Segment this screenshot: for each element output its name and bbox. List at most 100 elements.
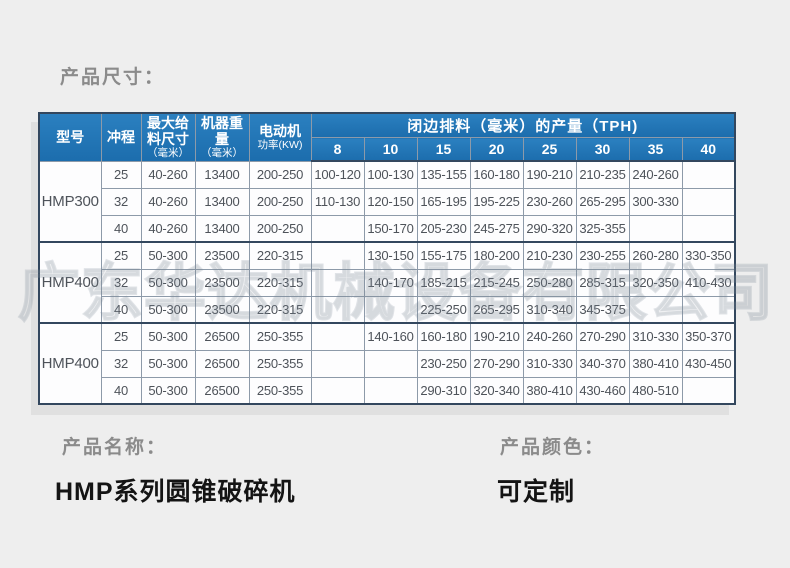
col-header-max-feed-unit: （毫米） [147,147,189,160]
tph-cell: 345-375 [575,295,630,324]
table-row: 32 50-300 23500 220-315 140-170 185-215 215-24… [39,268,736,297]
tph-cell: 290-320 [522,214,577,243]
motor-cell: 200-250 [248,187,312,216]
col-header-model-label: 型号 [56,129,85,146]
motor-cell: 200-250 [248,214,312,243]
table-row: 40 50-300 26500 250-355 290-310 320-340 380-41… [39,376,736,405]
tph-cell: 160-180 [469,160,524,189]
feed-cell: 40-260 [140,187,196,216]
tph-cell: 430-450 [681,349,736,378]
tph-cell: 185-215 [416,268,471,297]
stroke-cell: 40 [100,214,142,243]
tph-cell: 100-130 [363,160,418,189]
tph-cell [681,214,736,243]
table-row: 40 50-300 23500 220-315 225-250 265-295 310-34… [39,295,736,324]
motor-cell: 220-315 [248,241,312,270]
tph-cell [310,376,365,405]
col-header-tph-span: 闭边排料（毫米）的产量（TPH) [310,112,736,138]
table-row: 32 50-300 26500 250-355 230-250 270-290 310-33… [39,349,736,378]
col-header-motor-unit: 功率(KW) [257,139,303,151]
col-header-stroke: 冲程 [100,112,142,162]
tph-cell: 330-350 [681,241,736,270]
tph-number-row: 8 10 15 20 25 30 35 40 [39,137,736,162]
motor-cell: 250-355 [248,349,312,378]
col-header-weight: 机器重量 （毫米） [194,112,250,162]
weight-cell: 13400 [194,187,250,216]
col-header-tph-10: 10 [363,137,418,162]
tph-cell: 265-295 [469,295,524,324]
feed-cell: 40-260 [140,160,196,189]
motor-cell: 250-355 [248,376,312,405]
tph-cell: 160-180 [416,322,471,351]
tph-cell: 325-355 [575,214,630,243]
tph-cell: 155-175 [416,241,471,270]
weight-cell: 13400 [194,214,250,243]
tph-cell: 100-120 [310,160,365,189]
col-header-max-feed: 最大给 料尺寸 （毫米） [140,112,196,162]
col-header-tph-8: 8 [310,137,365,162]
weight-cell: 23500 [194,268,250,297]
tph-cell: 210-235 [575,160,630,189]
feed-cell: 50-300 [140,322,196,351]
model-cell: HMP400 [38,241,102,324]
tph-cell [310,322,365,351]
col-header-weight-label: 机器重量 [201,114,243,147]
weight-cell: 26500 [194,376,250,405]
tph-cell: 240-260 [522,322,577,351]
col-header-tph-30: 30 [575,137,630,162]
table-row: 40 40-260 13400 200-250 150-170 205-230 245-27… [39,214,736,243]
col-header-tph-25: 25 [522,137,577,162]
tph-cell: 380-410 [628,349,683,378]
tph-cell: 135-155 [416,160,471,189]
tph-cell: 230-260 [522,187,577,216]
tph-cell: 180-200 [469,241,524,270]
tph-cell [628,214,683,243]
col-header-motor: 电动机 功率(KW) [248,112,312,162]
tph-cell [363,349,418,378]
tph-cell: 230-250 [416,349,471,378]
tph-cell [681,295,736,324]
motor-cell: 220-315 [248,268,312,297]
tph-cell: 120-150 [363,187,418,216]
tph-cell: 340-370 [575,349,630,378]
table-row: 32 40-260 13400 200-250 110-130 120-150 165-19… [39,187,736,216]
stroke-cell: 32 [100,187,142,216]
tph-cell [681,187,736,216]
page-title: 产品尺寸： [60,67,166,88]
table-header: 型号 冲程 最大给 料尺寸 （毫米） 机器重量 （毫米） 电动机 功率(KW) … [38,112,736,162]
tph-cell: 195-225 [469,187,524,216]
tph-cell: 410-430 [681,268,736,297]
stroke-cell: 40 [100,376,142,405]
spec-table: 型号 冲程 最大给 料尺寸 （毫米） 机器重量 （毫米） 电动机 功率(KW) … [38,112,736,405]
col-header-motor-label: 电动机 [259,122,301,139]
tph-cell: 190-210 [469,322,524,351]
table-row: HMP300 25 40-260 13400 200-250 100-120 100-130… [38,160,736,243]
tph-cell: 260-280 [628,241,683,270]
tph-cell: 380-410 [522,376,577,405]
table-row: HMP400 25 50-300 23500 220-315 130-150 155-175… [38,241,736,324]
tph-cell: 430-460 [575,376,630,405]
col-header-max-feed-label: 最大给 料尺寸 [147,114,189,147]
tph-cell [681,160,736,189]
tph-cell: 245-275 [469,214,524,243]
product-name-label: 产品名称： [62,437,168,458]
product-color-label: 产品颜色： [500,437,606,458]
tph-cell [310,295,365,324]
col-header-tph-35: 35 [628,137,683,162]
tph-cell: 270-290 [469,349,524,378]
feed-cell: 50-300 [140,376,196,405]
tph-cell: 480-510 [628,376,683,405]
tph-cell: 290-310 [416,376,471,405]
tph-cell: 140-160 [363,322,418,351]
tph-cell [310,241,365,270]
tph-cell: 270-290 [575,322,630,351]
weight-cell: 26500 [194,349,250,378]
tph-cell [681,376,736,405]
table-body: HMP300 25 40-260 13400 200-250 100-120 100-130… [38,160,736,405]
weight-cell: 13400 [194,160,250,189]
col-header-tph-40: 40 [681,137,736,162]
motor-cell: 220-315 [248,295,312,324]
motor-cell: 250-355 [248,322,312,351]
tph-cell: 285-315 [575,268,630,297]
